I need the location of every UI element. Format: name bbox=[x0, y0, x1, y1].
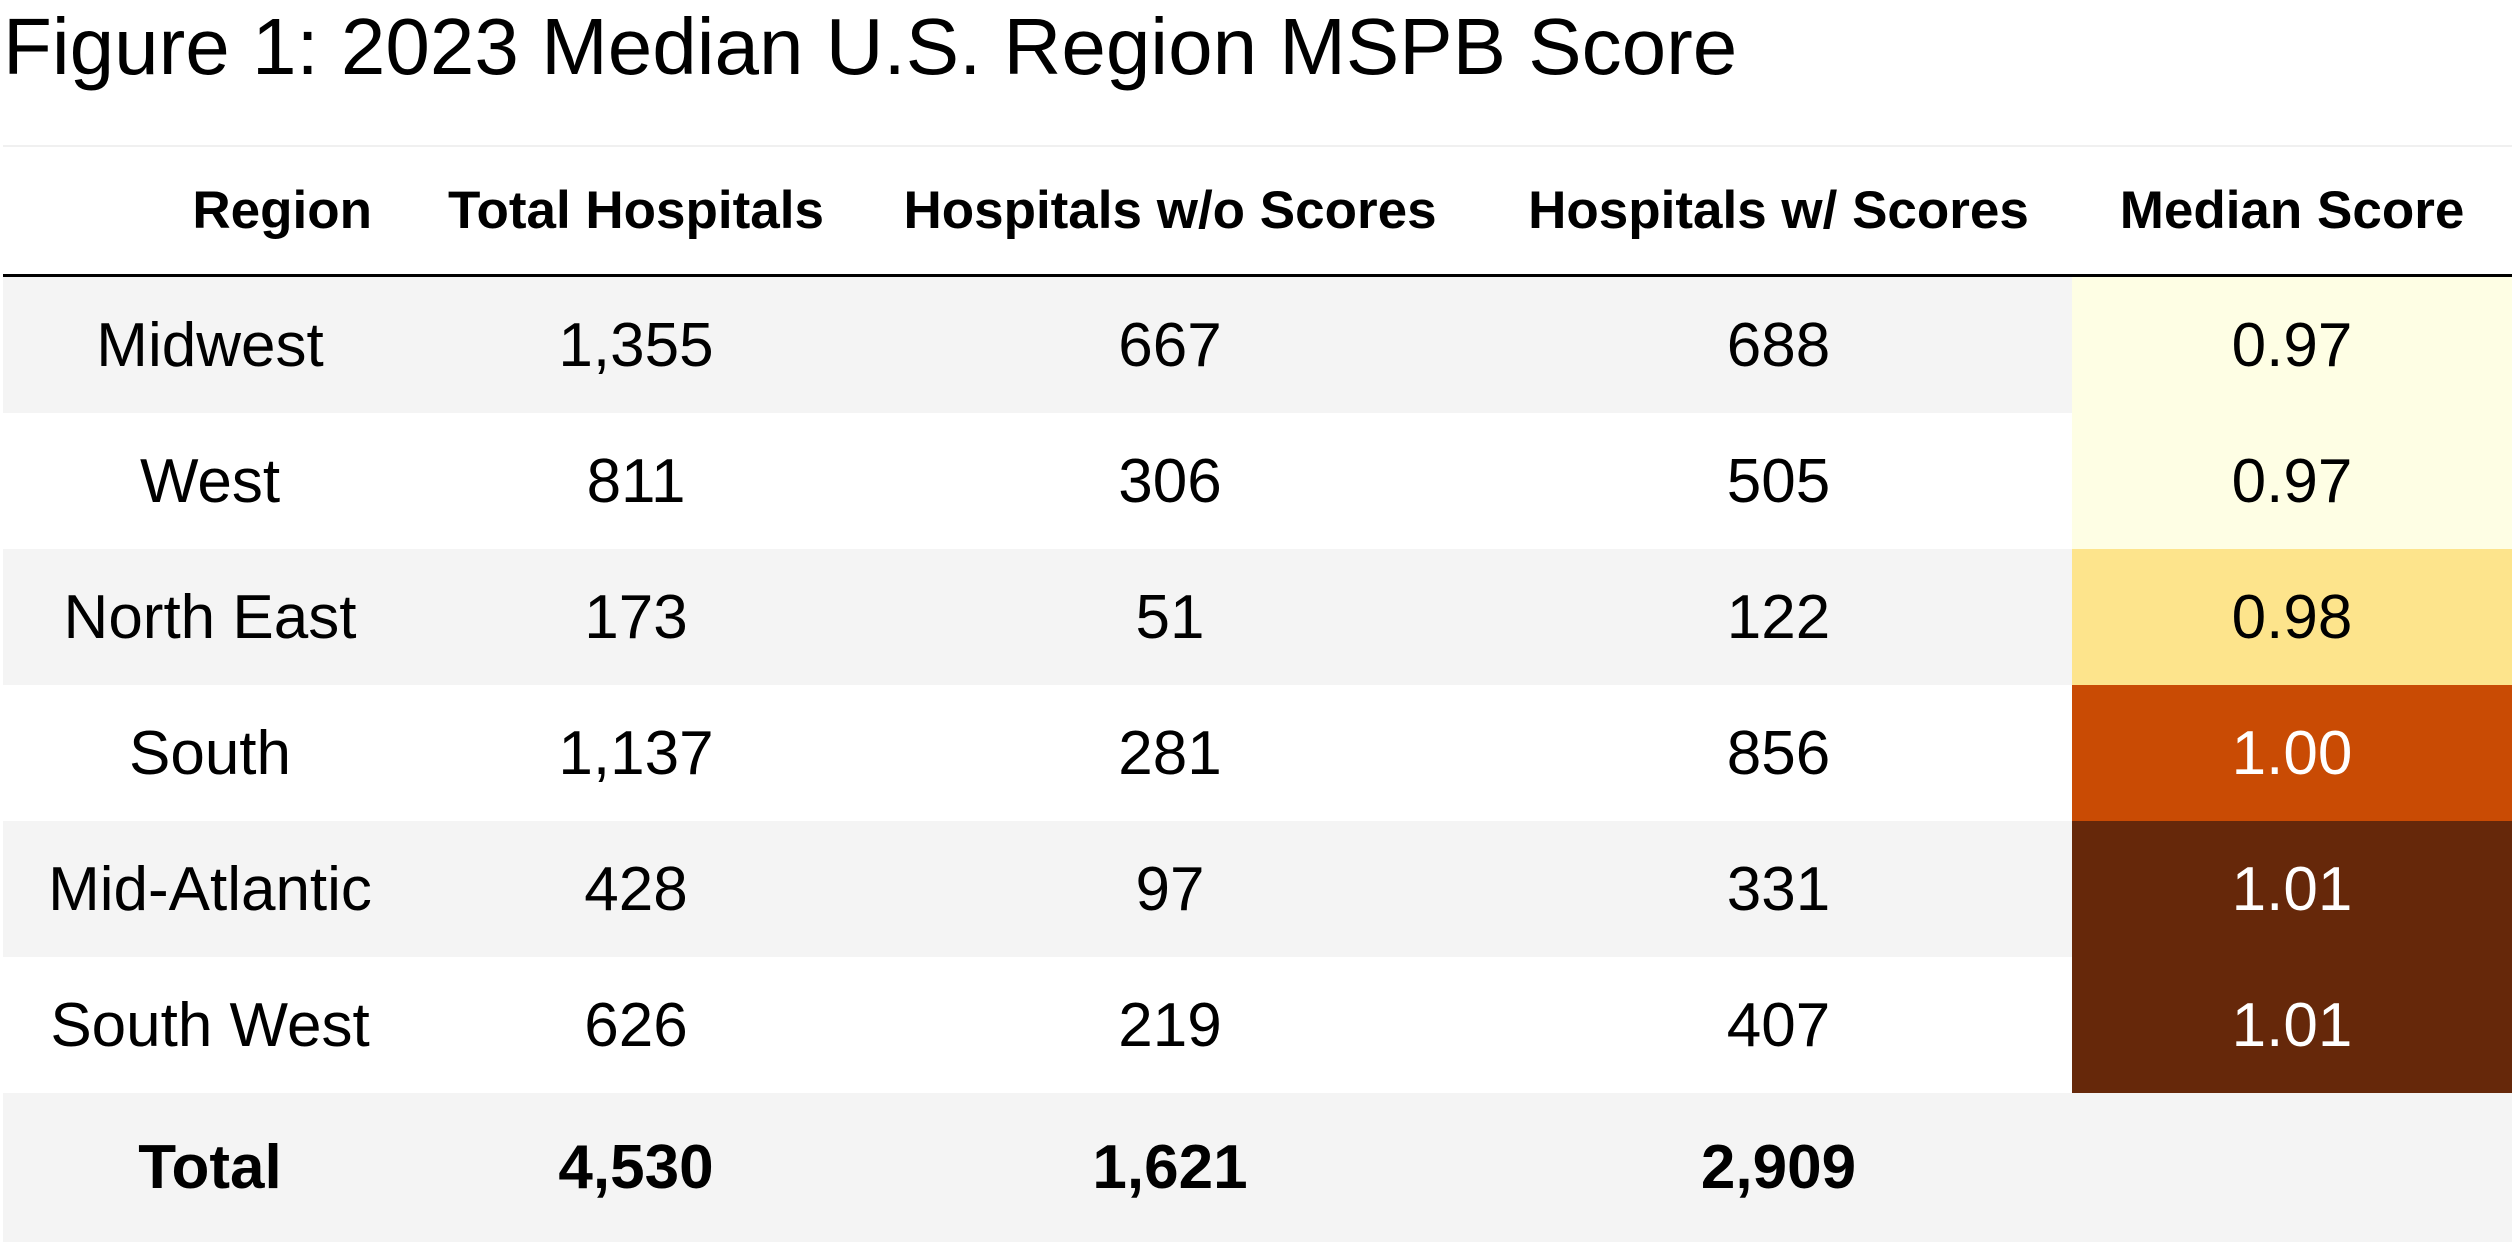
table-footer: Total 4,530 1,621 2,909 bbox=[3, 1093, 2512, 1242]
cell-hospitals-with-scores: 122 bbox=[1485, 549, 2072, 685]
cell-region: South bbox=[3, 685, 417, 821]
cell-hospitals-with-scores: 407 bbox=[1485, 957, 2072, 1093]
total-label: Total bbox=[3, 1093, 417, 1242]
cell-total-hospitals: 626 bbox=[417, 957, 855, 1093]
table-row: South 1,137 281 856 1.00 bbox=[3, 685, 2512, 821]
cell-region: North East bbox=[3, 549, 417, 685]
cell-median-score: 0.98 bbox=[2072, 549, 2512, 685]
cell-hospitals-without-scores: 306 bbox=[855, 413, 1485, 549]
header-total-hospitals: Total Hospitals bbox=[417, 145, 855, 277]
table-row: North East 173 51 122 0.98 bbox=[3, 549, 2512, 685]
cell-hospitals-without-scores: 51 bbox=[855, 549, 1485, 685]
table-body: Midwest 1,355 667 688 0.97 West 811 306 505 0.97 N… bbox=[3, 275, 2512, 1093]
cell-hospitals-with-scores: 688 bbox=[1485, 275, 2072, 413]
total-row: Total 4,530 1,621 2,909 bbox=[3, 1093, 2512, 1242]
cell-region: South West bbox=[3, 957, 417, 1093]
cell-total-hospitals: 428 bbox=[417, 821, 855, 957]
header-hospitals-without-scores: Hospitals w/o Scores bbox=[855, 145, 1485, 277]
total-with-scores-sum: 2,909 bbox=[1485, 1093, 2072, 1242]
table-row: Midwest 1,355 667 688 0.97 bbox=[3, 275, 2512, 413]
total-hospitals-sum: 4,530 bbox=[417, 1093, 855, 1242]
cell-hospitals-with-scores: 856 bbox=[1485, 685, 2072, 821]
cell-hospitals-without-scores: 97 bbox=[855, 821, 1485, 957]
cell-region: West bbox=[3, 413, 417, 549]
total-median-score bbox=[2072, 1093, 2512, 1242]
figure-title: Figure 1: 2023 Median U.S. Region MSPB S… bbox=[3, 2, 1738, 91]
cell-median-score: 1.00 bbox=[2072, 685, 2512, 821]
cell-hospitals-with-scores: 331 bbox=[1485, 821, 2072, 957]
total-without-scores-sum: 1,621 bbox=[855, 1093, 1485, 1242]
cell-total-hospitals: 1,137 bbox=[417, 685, 855, 821]
cell-total-hospitals: 1,355 bbox=[417, 275, 855, 413]
cell-median-score: 0.97 bbox=[2072, 413, 2512, 549]
header-hospitals-with-scores: Hospitals w/ Scores bbox=[1485, 145, 2072, 277]
cell-median-score: 1.01 bbox=[2072, 821, 2512, 957]
table-header: Region Total Hospitals Hospitals w/o Sco… bbox=[3, 145, 2512, 277]
cell-hospitals-without-scores: 667 bbox=[855, 275, 1485, 413]
cell-median-score: 1.01 bbox=[2072, 957, 2512, 1093]
cell-total-hospitals: 173 bbox=[417, 549, 855, 685]
table-row: South West 626 219 407 1.01 bbox=[3, 957, 2512, 1093]
cell-region: Mid-Atlantic bbox=[3, 821, 417, 957]
header-region: Region bbox=[3, 145, 417, 277]
cell-region: Midwest bbox=[3, 275, 417, 413]
cell-hospitals-without-scores: 219 bbox=[855, 957, 1485, 1093]
cell-median-score: 0.97 bbox=[2072, 275, 2512, 413]
header-median-score: Median Score bbox=[2072, 145, 2512, 277]
header-row: Region Total Hospitals Hospitals w/o Sco… bbox=[3, 145, 2512, 277]
region-score-table: Region Total Hospitals Hospitals w/o Sco… bbox=[3, 145, 2512, 1242]
table-row: Mid-Atlantic 428 97 331 1.01 bbox=[3, 821, 2512, 957]
cell-hospitals-without-scores: 281 bbox=[855, 685, 1485, 821]
table-row: West 811 306 505 0.97 bbox=[3, 413, 2512, 549]
cell-hospitals-with-scores: 505 bbox=[1485, 413, 2072, 549]
cell-total-hospitals: 811 bbox=[417, 413, 855, 549]
